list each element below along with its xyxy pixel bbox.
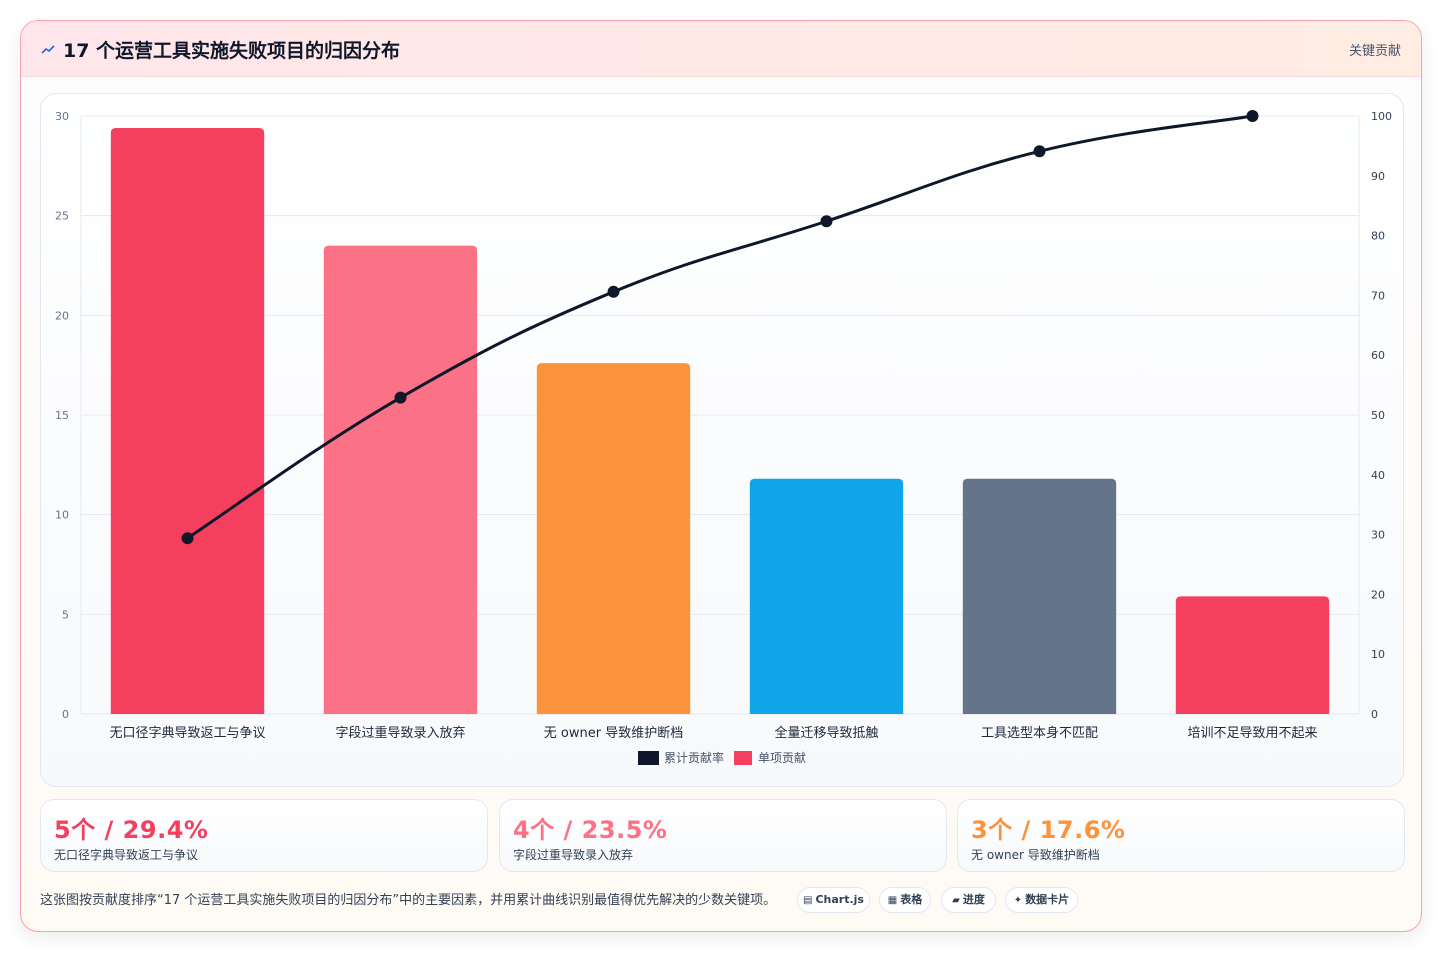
tag-label: 表格 — [900, 893, 923, 906]
y-right-tick-label: 20 — [1371, 588, 1385, 601]
footer-note: 这张图按贡献度排序“17 个运营工具实施失败项目的归因分布”中的主要因素，并用累… — [40, 893, 777, 908]
cumulative-point — [820, 215, 833, 228]
y-left-tick-label: 10 — [55, 509, 69, 522]
y-left-tick-label: 0 — [62, 708, 69, 721]
report-card: 17 个运营工具实施失败项目的归因分布 关键贡献 0 5 10 15 20 25 30 0 10… — [20, 20, 1422, 932]
y-right-tick-label: 80 — [1371, 230, 1385, 243]
kpi-label: 无口径字典导致返工与争议 — [54, 848, 199, 862]
x-tick-label: 无口径字典导致返工与争议 — [109, 726, 265, 741]
chart-panel: 0 5 10 15 20 25 30 0 10 20 30 40 50 60 70 80 90 100 无口径字典导… — [40, 93, 1404, 787]
x-tick-label: 全量迁移导致抵触 — [774, 725, 878, 741]
y-left-tick-label: 5 — [62, 608, 69, 621]
bar — [323, 245, 478, 715]
cumulative-line — [186, 114, 1253, 540]
table-icon: ▦ — [887, 895, 898, 906]
kpi-card-1: 5个 / 29.4% 无口径字典导致返工与争议 — [40, 799, 488, 872]
tag-progress[interactable]: ▰ 进度 — [941, 887, 996, 913]
y-left-tick-label: 30 — [55, 110, 69, 123]
bar — [1175, 596, 1330, 714]
legend-swatch-cumulative — [638, 751, 659, 765]
cumulative-point — [181, 532, 194, 545]
y-left-tick-label: 20 — [55, 309, 69, 322]
tag-label: 进度 — [962, 893, 985, 906]
y-left-tick-label: 25 — [55, 210, 69, 223]
card-header: 17 个运营工具实施失败项目的归因分布 关键贡献 — [21, 21, 1421, 77]
trend-icon — [41, 45, 55, 54]
tag-label: Chart.js — [815, 893, 864, 906]
y-right-tick-label: 0 — [1371, 708, 1378, 721]
header-badge: 关键贡献 — [1348, 44, 1401, 59]
y-right-tick-label: 90 — [1371, 170, 1385, 183]
tag-table[interactable]: ▦ 表格 — [879, 887, 931, 913]
y-right-tick-label: 50 — [1371, 409, 1385, 422]
bar — [536, 363, 691, 714]
legend-label-single: 单项贡献 — [758, 750, 806, 765]
kpi-value: 4个 / 23.5% — [513, 816, 668, 844]
y-right-tick-label: 10 — [1371, 648, 1385, 661]
bar — [962, 478, 1117, 714]
progress-icon: ▰ — [952, 895, 960, 906]
x-tick-label: 无 owner 导致维护断档 — [544, 726, 683, 741]
tag-chartjs[interactable]: ▤ Chart.js — [797, 887, 870, 913]
cumulative-point — [607, 285, 620, 298]
y-right-tick-label: 60 — [1371, 349, 1385, 362]
page-title: 17 个运营工具实施失败项目的归因分布 — [63, 40, 401, 62]
y-right-tick-label: 40 — [1371, 469, 1385, 482]
legend-label-cumulative: 累计贡献率 — [664, 750, 724, 765]
kpi-label: 无 owner 导致维护断档 — [971, 848, 1100, 862]
kpi-value: 5个 / 29.4% — [54, 816, 209, 844]
kpi-card-2: 4个 / 23.5% 字段过重导致录入放弃 — [499, 799, 947, 872]
x-tick-label: 培训不足导致用不起来 — [1187, 725, 1317, 741]
legend-swatch-single — [734, 751, 752, 765]
x-tick-label: 字段过重导致录入放弃 — [335, 725, 465, 741]
tag-data-card[interactable]: ✦ 数据卡片 — [1005, 887, 1078, 913]
kpi-label: 字段过重导致录入放弃 — [513, 848, 634, 862]
kpi-value: 3个 / 17.6% — [971, 816, 1126, 844]
sparkle-icon: ✦ — [1013, 895, 1023, 906]
cumulative-point — [1033, 145, 1046, 158]
x-tick-label: 工具选型本身不匹配 — [981, 725, 1098, 741]
chart-icon: ▤ — [803, 895, 813, 906]
cumulative-point — [394, 391, 407, 404]
bar — [110, 127, 265, 714]
y-right-tick-label: 70 — [1371, 289, 1385, 302]
tag-label: 数据卡片 — [1025, 893, 1070, 906]
pareto-chart: 0 5 10 15 20 25 30 0 10 20 30 40 50 60 70 80 90 100 无口径字典导… — [55, 110, 1392, 765]
y-right-tick-label: 30 — [1371, 529, 1385, 542]
y-right-tick-label: 100 — [1371, 110, 1392, 123]
kpi-card-3: 3个 / 17.6% 无 owner 导致维护断档 — [957, 799, 1405, 872]
y-left-tick-label: 15 — [55, 409, 69, 422]
bar — [749, 478, 904, 714]
cumulative-point — [1246, 110, 1259, 122]
